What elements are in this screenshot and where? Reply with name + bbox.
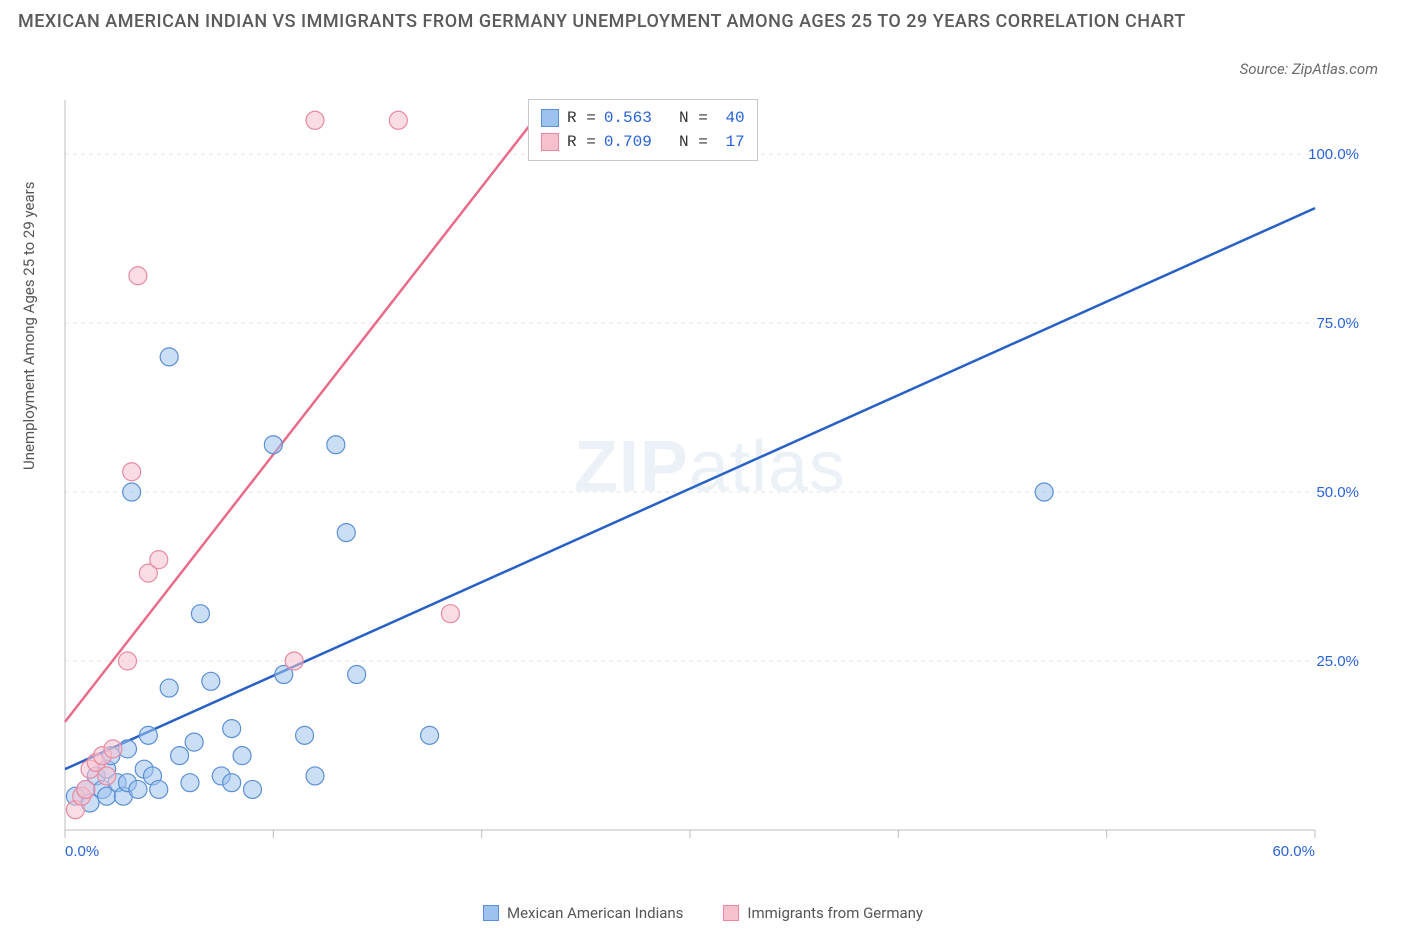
- stats-swatch-icon: [541, 133, 559, 151]
- legend-label: Immigrants from Germany: [747, 904, 923, 922]
- correlation-stats-box: R = 0.563 N = 40R = 0.709 N = 17: [528, 99, 758, 161]
- legend-swatch-icon: [723, 905, 739, 921]
- svg-text:0.0%: 0.0%: [65, 843, 99, 860]
- legend-item: Immigrants from Germany: [723, 904, 923, 922]
- legend-item: Mexican American Indians: [483, 904, 683, 922]
- chart-container: 25.0%50.0%75.0%100.0%0.0%60.0% ZIPatlas: [55, 90, 1365, 860]
- legend-swatch-icon: [483, 905, 499, 921]
- svg-text:50.0%: 50.0%: [1316, 484, 1359, 501]
- legend-label: Mexican American Indians: [507, 904, 683, 922]
- stats-row: R = 0.709 N = 17: [541, 130, 745, 154]
- y-axis-label: Unemployment Among Ages 25 to 29 years: [20, 182, 38, 470]
- svg-text:100.0%: 100.0%: [1308, 146, 1359, 163]
- svg-text:25.0%: 25.0%: [1316, 653, 1359, 670]
- svg-text:75.0%: 75.0%: [1316, 315, 1359, 332]
- source-attribution: Source: ZipAtlas.com: [1240, 60, 1378, 78]
- stats-swatch-icon: [541, 109, 559, 127]
- svg-text:60.0%: 60.0%: [1272, 843, 1315, 860]
- stats-n-value: 17: [716, 130, 745, 154]
- scatter-chart: 25.0% 50.0% 75.0% 100.0% 0.0% 60.0%: [55, 90, 1365, 860]
- stats-row: R = 0.563 N = 40: [541, 106, 745, 130]
- stats-n-label: N =: [660, 130, 708, 154]
- stats-n-label: N =: [660, 106, 708, 130]
- stats-r-label: R =: [567, 106, 596, 130]
- legend: Mexican American Indians Immigrants from …: [0, 904, 1406, 922]
- stats-r-value: 0.563: [604, 106, 652, 130]
- stats-r-label: R =: [567, 130, 596, 154]
- stats-r-value: 0.709: [604, 130, 652, 154]
- chart-title: MEXICAN AMERICAN INDIAN VS IMMIGRANTS FR…: [18, 8, 1388, 35]
- stats-n-value: 40: [716, 106, 745, 130]
